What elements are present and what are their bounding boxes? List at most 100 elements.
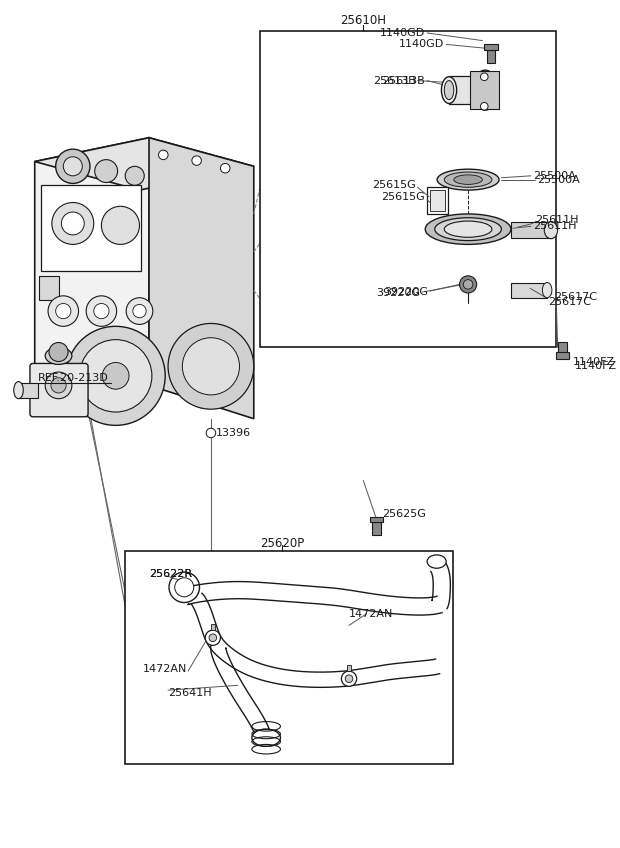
Text: 1472AN: 1472AN — [349, 609, 394, 619]
Bar — [484, 44, 498, 50]
Text: 1472AN: 1472AN — [143, 664, 187, 674]
Text: 25615G: 25615G — [381, 192, 425, 202]
Bar — [42, 186, 141, 271]
Text: 25610H: 25610H — [340, 14, 386, 27]
Circle shape — [56, 304, 71, 319]
Text: REF.20-213D: REF.20-213D — [38, 373, 108, 382]
Circle shape — [45, 382, 68, 404]
Circle shape — [206, 428, 216, 438]
Polygon shape — [35, 137, 254, 190]
Circle shape — [65, 385, 81, 400]
Ellipse shape — [445, 81, 454, 99]
Text: 25613B: 25613B — [383, 75, 425, 86]
Ellipse shape — [435, 218, 502, 241]
Text: 1140FZ: 1140FZ — [573, 356, 615, 366]
Text: 25613B: 25613B — [373, 75, 415, 86]
Circle shape — [125, 166, 144, 186]
Ellipse shape — [441, 77, 457, 103]
Ellipse shape — [445, 172, 492, 187]
Circle shape — [221, 164, 230, 173]
FancyBboxPatch shape — [30, 364, 88, 417]
Circle shape — [51, 377, 66, 393]
Circle shape — [61, 212, 84, 235]
Text: 39220G: 39220G — [384, 287, 428, 297]
Ellipse shape — [454, 175, 482, 184]
Bar — [260, 31, 556, 348]
Circle shape — [63, 157, 82, 176]
Ellipse shape — [425, 214, 511, 244]
Circle shape — [86, 296, 117, 326]
Text: 25615G: 25615G — [372, 181, 415, 190]
Text: 13396: 13396 — [216, 428, 251, 438]
Polygon shape — [35, 137, 149, 404]
Text: 39220G: 39220G — [376, 288, 420, 298]
Circle shape — [133, 304, 146, 318]
Bar — [511, 222, 551, 237]
Text: 25625G: 25625G — [383, 509, 426, 519]
Circle shape — [345, 675, 353, 683]
Circle shape — [175, 577, 194, 597]
Ellipse shape — [480, 103, 488, 110]
Circle shape — [45, 372, 72, 399]
Circle shape — [56, 149, 90, 183]
Text: 25622R: 25622R — [149, 569, 192, 579]
Bar — [211, 624, 215, 630]
Circle shape — [79, 340, 152, 412]
Bar — [511, 282, 547, 298]
Text: 25641H: 25641H — [168, 688, 211, 698]
Bar — [427, 187, 448, 214]
Ellipse shape — [252, 729, 280, 746]
Text: 1140GD: 1140GD — [399, 39, 445, 49]
Circle shape — [168, 323, 254, 410]
Ellipse shape — [445, 221, 492, 237]
Circle shape — [48, 296, 79, 326]
Circle shape — [463, 280, 473, 289]
Ellipse shape — [437, 169, 499, 190]
Text: 25500A: 25500A — [533, 170, 575, 181]
Ellipse shape — [14, 382, 24, 399]
Bar — [125, 551, 453, 764]
Ellipse shape — [544, 221, 557, 238]
Ellipse shape — [45, 348, 72, 365]
Bar — [557, 342, 567, 354]
Text: 25622R: 25622R — [149, 569, 192, 579]
Circle shape — [169, 572, 200, 603]
Bar — [370, 516, 383, 522]
Text: 1140FZ: 1140FZ — [575, 361, 617, 371]
Circle shape — [342, 671, 356, 686]
Ellipse shape — [473, 70, 498, 110]
Circle shape — [102, 362, 129, 389]
Bar — [347, 666, 351, 671]
Circle shape — [52, 203, 94, 244]
Bar — [40, 276, 58, 299]
Text: 25611H: 25611H — [535, 215, 578, 225]
Bar — [470, 71, 498, 109]
Circle shape — [209, 634, 216, 642]
Circle shape — [459, 276, 477, 293]
Text: 25617C: 25617C — [554, 292, 597, 302]
Text: 1140GD: 1140GD — [380, 28, 425, 38]
Ellipse shape — [480, 73, 488, 81]
Circle shape — [192, 156, 202, 165]
Circle shape — [94, 304, 109, 319]
Circle shape — [95, 159, 118, 182]
Circle shape — [102, 206, 140, 244]
Polygon shape — [149, 137, 254, 419]
Text: 25617C: 25617C — [548, 297, 591, 306]
Bar — [556, 352, 569, 359]
Text: 25611H: 25611H — [533, 221, 577, 232]
Ellipse shape — [542, 282, 552, 298]
Text: 25620P: 25620P — [260, 537, 304, 550]
Ellipse shape — [427, 555, 446, 568]
Circle shape — [66, 326, 165, 426]
Bar — [19, 382, 38, 398]
Circle shape — [205, 630, 221, 645]
Bar — [449, 75, 485, 104]
Circle shape — [182, 338, 239, 395]
Bar — [430, 190, 445, 211]
Circle shape — [49, 343, 68, 361]
Text: 25500A: 25500A — [537, 175, 580, 185]
Bar — [487, 50, 495, 64]
Circle shape — [126, 298, 153, 325]
Circle shape — [159, 150, 168, 159]
